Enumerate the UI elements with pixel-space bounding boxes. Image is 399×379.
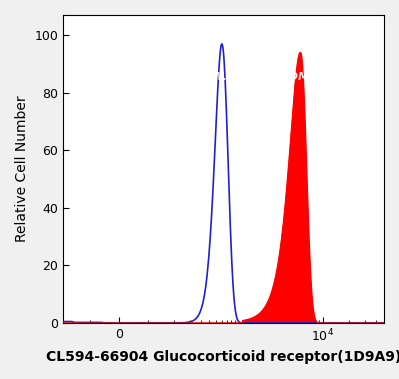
X-axis label: CL594-66904 Glucocorticoid receptor(1D9A9): CL594-66904 Glucocorticoid receptor(1D9A… xyxy=(46,350,399,364)
Y-axis label: Relative Cell Number: Relative Cell Number xyxy=(15,96,29,242)
Text: WWW.PTGLAB.COM: WWW.PTGLAB.COM xyxy=(188,72,310,81)
